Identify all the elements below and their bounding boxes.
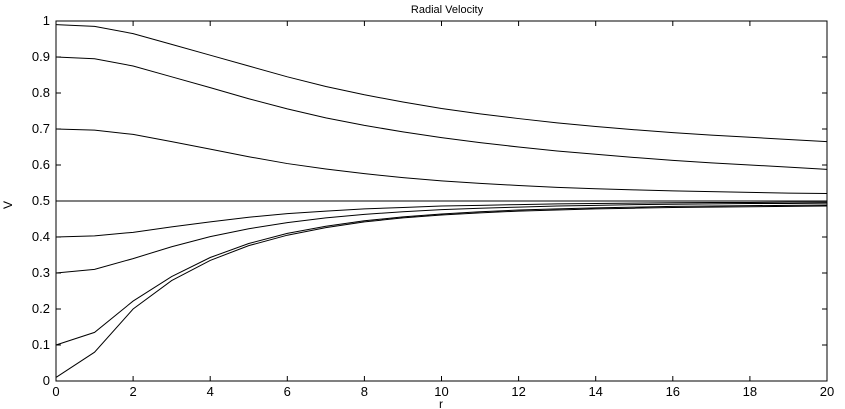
x-tick-label: 4 (207, 384, 214, 399)
series-line-1 (55, 24, 828, 143)
y-tick-label: 0 (43, 373, 50, 388)
x-tick-label: 16 (666, 384, 680, 399)
y-tick-label: 0.7 (32, 121, 50, 136)
series-line-8 (55, 205, 828, 378)
y-tick-label: 0.3 (32, 265, 50, 280)
y-axis-tick-labels: 0 0.1 0.2 0.3 0.4 0.5 0.6 0.7 0.8 0.9 1 (32, 13, 50, 388)
y-tick-label: 0.1 (32, 337, 50, 352)
series-line-7 (55, 204, 828, 346)
series-line-6 (55, 202, 828, 274)
y-axis-label: V (1, 201, 15, 209)
x-tick-label: 2 (129, 384, 136, 399)
y-tick-label: 0.9 (32, 49, 50, 64)
series-lines (55, 24, 828, 378)
series-line-3 (55, 128, 828, 194)
x-axis-tick-labels: 0 2 4 6 8 10 12 14 16 18 20 (52, 384, 834, 399)
y-tick-label: 0.2 (32, 301, 50, 316)
x-tick-label: 10 (434, 384, 448, 399)
x-tick-label: 14 (588, 384, 602, 399)
series-line-2 (55, 56, 828, 170)
y-tick-label: 0.4 (32, 229, 50, 244)
series-line-5 (55, 201, 827, 238)
x-tick-label: 8 (361, 384, 368, 399)
y-tick-label: 0.5 (32, 193, 50, 208)
y-tick-label: 1 (43, 13, 50, 28)
x-tick-label: 6 (284, 384, 291, 399)
x-tick-label: 18 (743, 384, 757, 399)
chart-title: Radial Velocity (411, 4, 484, 16)
x-tick-label: 0 (52, 384, 59, 399)
y-tick-label: 0.6 (32, 157, 50, 172)
y-tick-label: 0.8 (32, 85, 50, 100)
x-tick-label: 20 (820, 384, 834, 399)
x-tick-label: 12 (511, 384, 525, 399)
x-axis-label: r (439, 397, 443, 409)
